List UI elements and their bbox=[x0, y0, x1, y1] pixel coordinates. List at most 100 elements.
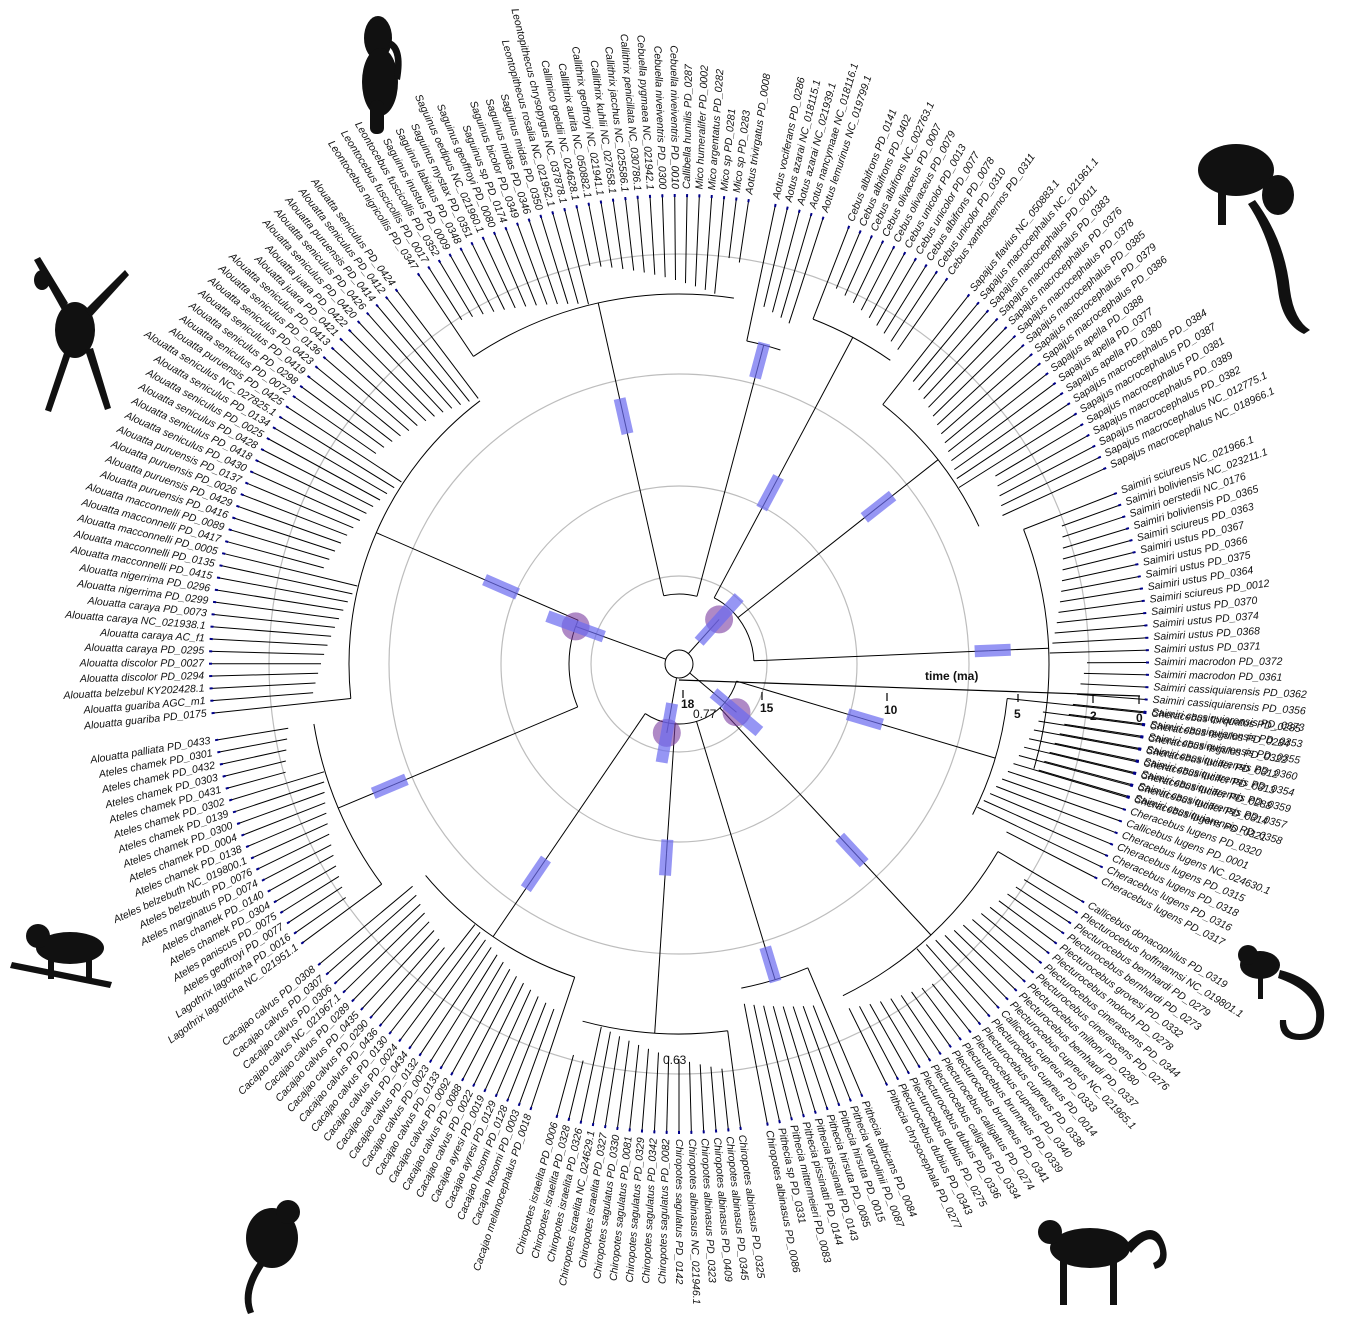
tip-tick bbox=[1138, 748, 1141, 749]
tip-tick bbox=[343, 991, 345, 993]
tip-branch bbox=[954, 930, 1017, 991]
capuchin-icon bbox=[1038, 1220, 1167, 1305]
tip-tick bbox=[380, 1024, 382, 1026]
tip-tick bbox=[1013, 336, 1015, 338]
tip-branch bbox=[630, 1045, 639, 1132]
tip-tick bbox=[399, 1039, 401, 1041]
tip-tick bbox=[367, 313, 369, 315]
tip-branch bbox=[1059, 601, 1145, 613]
tip-tick bbox=[1087, 435, 1090, 436]
tip-tick bbox=[439, 260, 441, 263]
clade-stem bbox=[768, 337, 853, 496]
tip-branch bbox=[215, 728, 288, 740]
hpd-bar bbox=[662, 703, 673, 762]
tamarin-icon bbox=[245, 1200, 300, 1314]
tip-tick bbox=[1140, 588, 1143, 589]
tip-tick bbox=[335, 982, 337, 984]
tip-branch bbox=[695, 194, 699, 286]
tip-tick bbox=[389, 1032, 391, 1034]
tip-tick bbox=[451, 1072, 453, 1075]
tip-tick bbox=[1046, 373, 1048, 375]
tip-branch bbox=[729, 198, 737, 259]
internal-branch bbox=[624, 420, 663, 596]
tip-tick bbox=[1122, 516, 1125, 517]
tip-branch bbox=[722, 1069, 729, 1132]
tip-tick bbox=[530, 1107, 531, 1110]
tip-branch bbox=[638, 196, 645, 273]
tip-branch bbox=[241, 494, 347, 535]
tip-tick bbox=[1023, 980, 1025, 982]
tip-branch bbox=[352, 922, 429, 1002]
internal-branch bbox=[754, 651, 989, 661]
tip-tick bbox=[815, 1111, 816, 1114]
tip-tick bbox=[557, 1115, 558, 1118]
node-support-label: 0.77 bbox=[693, 707, 717, 721]
node-support-label: 0.63 bbox=[663, 1053, 687, 1067]
tip-tick bbox=[251, 857, 254, 858]
tip-tick bbox=[871, 236, 872, 239]
hpd-bar bbox=[765, 947, 775, 981]
tip-tick bbox=[779, 1120, 780, 1123]
hpd-bar bbox=[762, 477, 779, 509]
tip-branch bbox=[990, 794, 1113, 845]
tip-branch bbox=[210, 693, 313, 701]
tip-tick bbox=[1031, 971, 1033, 973]
tip-tick bbox=[450, 254, 451, 257]
tip-branch bbox=[700, 1064, 704, 1133]
tip-tick bbox=[1054, 942, 1056, 944]
hpd-bar bbox=[864, 496, 892, 518]
tip-tick bbox=[232, 518, 235, 519]
hpd-bar bbox=[373, 779, 406, 793]
axis-title: time (ma) bbox=[925, 669, 978, 683]
tip-tick bbox=[1038, 363, 1040, 365]
tip-branch bbox=[1062, 505, 1121, 526]
hpd-bar bbox=[620, 399, 628, 434]
tip-branch bbox=[225, 541, 323, 568]
tip-branch bbox=[370, 939, 439, 1018]
hpd-bar bbox=[485, 580, 518, 594]
tip-tick bbox=[576, 205, 577, 208]
tip-branch bbox=[813, 226, 849, 319]
tip-tick bbox=[300, 386, 302, 388]
tip-tick bbox=[1133, 772, 1136, 773]
tip-tick bbox=[223, 776, 226, 777]
tip-branch bbox=[217, 578, 348, 602]
tip-tick bbox=[1039, 961, 1041, 963]
tip-branch bbox=[883, 294, 970, 404]
root-node bbox=[665, 650, 693, 678]
tip-tick bbox=[908, 1071, 910, 1074]
tip-tick bbox=[1126, 528, 1129, 529]
internal-branch bbox=[714, 496, 768, 598]
tip-tick bbox=[936, 271, 938, 274]
tip-branch bbox=[662, 194, 665, 277]
tip-tick bbox=[1082, 901, 1085, 903]
tip-branch bbox=[1024, 880, 1077, 913]
tip-branch bbox=[754, 1005, 780, 1123]
tip-tick bbox=[569, 1118, 570, 1121]
tip-branch bbox=[963, 925, 1025, 982]
tip-tick bbox=[1062, 932, 1065, 934]
tip-tick bbox=[986, 310, 988, 312]
tip-tick bbox=[517, 223, 518, 226]
titi-monkey-icon bbox=[1198, 144, 1310, 334]
tip-tick bbox=[605, 1125, 606, 1128]
tip-branch bbox=[484, 990, 530, 1092]
tip-tick bbox=[1114, 493, 1117, 494]
tip-branch bbox=[529, 219, 558, 304]
tip-tick bbox=[1067, 403, 1070, 405]
tip-branch bbox=[764, 207, 788, 307]
tip-tick bbox=[1098, 457, 1101, 458]
uakari-icon bbox=[362, 16, 402, 134]
tip-branch bbox=[1081, 684, 1149, 687]
tip-tick bbox=[267, 438, 270, 440]
tip-label: Chiropotes sagulatus PD_0082 bbox=[656, 1138, 672, 1284]
tip-tick bbox=[918, 1065, 920, 1068]
tip-tick bbox=[1030, 354, 1032, 356]
tip-branch bbox=[853, 241, 883, 303]
tip-tick bbox=[1103, 468, 1106, 469]
tip-branch bbox=[936, 940, 999, 1008]
tip-branch bbox=[210, 639, 328, 645]
tip-tick bbox=[925, 265, 927, 268]
tip-branch bbox=[505, 227, 536, 305]
tip-tick bbox=[1138, 576, 1141, 577]
